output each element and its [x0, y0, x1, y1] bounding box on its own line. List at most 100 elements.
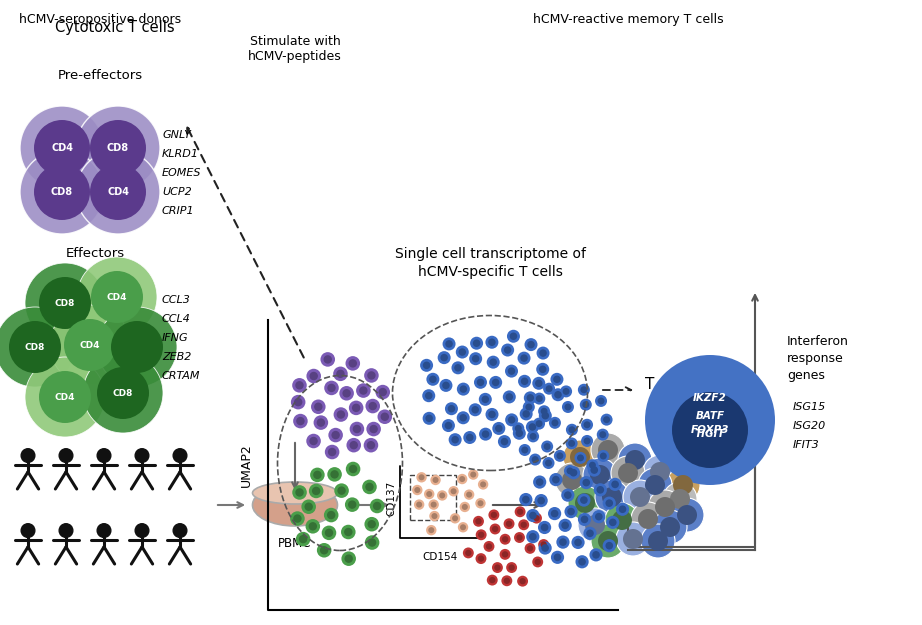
Circle shape: [324, 355, 332, 364]
Circle shape: [77, 257, 157, 337]
Text: CD8: CD8: [112, 389, 133, 398]
Circle shape: [425, 392, 432, 399]
Circle shape: [39, 371, 91, 423]
Circle shape: [310, 468, 325, 482]
Circle shape: [519, 444, 531, 456]
Circle shape: [483, 541, 494, 552]
Circle shape: [578, 512, 591, 526]
Circle shape: [517, 576, 528, 587]
Circle shape: [567, 508, 575, 516]
Text: UCP2: UCP2: [162, 187, 192, 197]
Text: CD4: CD4: [79, 341, 100, 349]
Circle shape: [492, 562, 502, 573]
Circle shape: [540, 408, 548, 415]
Circle shape: [443, 338, 455, 351]
Circle shape: [520, 354, 527, 362]
Circle shape: [342, 389, 351, 398]
Circle shape: [546, 385, 552, 392]
Text: GNLY: GNLY: [162, 130, 191, 140]
Circle shape: [429, 499, 439, 510]
Circle shape: [487, 574, 498, 586]
Circle shape: [577, 454, 584, 461]
Circle shape: [309, 484, 324, 498]
Circle shape: [491, 512, 497, 518]
Circle shape: [526, 404, 532, 411]
Circle shape: [585, 515, 605, 535]
Circle shape: [519, 493, 533, 506]
Circle shape: [97, 524, 111, 538]
Circle shape: [527, 431, 539, 442]
Circle shape: [544, 443, 550, 450]
Circle shape: [444, 422, 452, 429]
Circle shape: [616, 503, 629, 516]
Circle shape: [290, 395, 305, 409]
Circle shape: [451, 488, 456, 494]
Circle shape: [560, 386, 572, 398]
Circle shape: [541, 441, 553, 452]
Circle shape: [339, 386, 354, 401]
Text: CCL4: CCL4: [162, 314, 191, 324]
Circle shape: [580, 399, 592, 411]
Circle shape: [478, 532, 484, 538]
Text: IKZF2: IKZF2: [693, 393, 727, 403]
Circle shape: [412, 485, 422, 495]
Circle shape: [541, 412, 550, 419]
Circle shape: [540, 541, 547, 548]
Circle shape: [426, 491, 432, 497]
Circle shape: [578, 558, 585, 566]
Circle shape: [320, 546, 328, 554]
Circle shape: [556, 536, 570, 549]
Circle shape: [670, 489, 690, 509]
Circle shape: [535, 559, 541, 565]
Circle shape: [583, 479, 590, 486]
Circle shape: [460, 524, 466, 530]
Circle shape: [90, 164, 146, 220]
Text: UMAP2: UMAP2: [240, 443, 253, 487]
Circle shape: [414, 499, 424, 510]
Circle shape: [559, 538, 567, 546]
Circle shape: [346, 462, 361, 476]
Text: CD4: CD4: [107, 187, 129, 197]
Circle shape: [449, 433, 462, 446]
Circle shape: [441, 354, 448, 361]
Circle shape: [292, 485, 307, 500]
Circle shape: [353, 425, 361, 433]
Circle shape: [526, 545, 533, 551]
Circle shape: [525, 543, 536, 554]
Circle shape: [440, 379, 453, 392]
Circle shape: [510, 332, 517, 340]
Text: BATF: BATF: [695, 411, 725, 421]
Circle shape: [370, 499, 384, 513]
Circle shape: [424, 489, 434, 499]
Circle shape: [498, 435, 511, 448]
Circle shape: [526, 509, 539, 522]
Circle shape: [469, 352, 482, 365]
Circle shape: [612, 510, 632, 530]
Circle shape: [584, 527, 597, 540]
Circle shape: [313, 471, 322, 479]
Circle shape: [417, 472, 427, 482]
Circle shape: [459, 386, 467, 393]
Circle shape: [429, 376, 437, 383]
Circle shape: [490, 376, 502, 389]
Circle shape: [335, 483, 349, 498]
Circle shape: [638, 509, 658, 529]
Circle shape: [296, 532, 311, 546]
Circle shape: [301, 499, 316, 514]
Circle shape: [502, 551, 508, 558]
Circle shape: [623, 480, 657, 514]
Circle shape: [293, 514, 301, 522]
Circle shape: [589, 462, 596, 469]
Circle shape: [471, 406, 479, 414]
Circle shape: [526, 530, 539, 543]
Text: ISG15: ISG15: [793, 402, 826, 412]
Circle shape: [580, 386, 587, 393]
Circle shape: [529, 454, 541, 466]
Circle shape: [325, 381, 338, 395]
Circle shape: [600, 414, 612, 426]
Circle shape: [468, 403, 481, 416]
Circle shape: [439, 492, 445, 499]
Circle shape: [529, 533, 537, 541]
Circle shape: [455, 364, 462, 372]
Circle shape: [452, 361, 465, 374]
